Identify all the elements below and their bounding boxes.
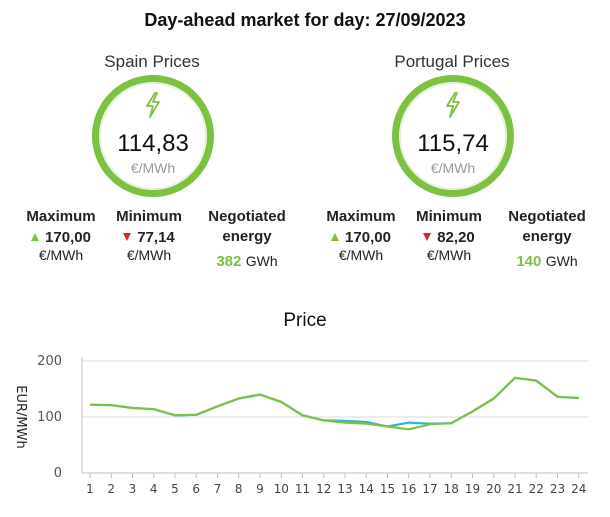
price-chart-panel: 0 100 200 1 2 3 4 5 6 7 8 9 10 11 12 13 14 15 16 17 18 19 20 21… — [0, 300, 610, 517]
y-tick-label: 200 — [37, 354, 62, 369]
x-tick-label: 5 — [171, 482, 179, 496]
up-arrow-icon — [31, 233, 40, 241]
spain-price-value: 114,83 — [117, 130, 189, 157]
lightning-bolt-icon — [446, 92, 460, 118]
lightning-bolt-icon — [146, 92, 160, 118]
x-tick-label: 17 — [422, 482, 437, 496]
x-tick-label: 7 — [214, 482, 222, 496]
x-tick-label: 18 — [444, 482, 459, 496]
maximum-label: Maximum — [326, 208, 396, 225]
portugal-maximum-unit: €/MWh — [338, 247, 384, 263]
portugal-price-unit: €/MWh — [430, 160, 476, 176]
portugal-price-gauge: 115,74 €/MWh — [392, 75, 514, 197]
spain-negotiated-value: 382 — [216, 253, 242, 270]
x-tick-label: 15 — [380, 482, 395, 496]
x-tick-label: 21 — [507, 482, 522, 496]
portugal-minimum: Minimum 82,20 €/MWh — [396, 207, 502, 264]
portugal-minimum-value: 82,20 — [437, 229, 475, 246]
x-tick-label: 12 — [316, 482, 331, 496]
spain-maximum: Maximum 170,00 €/MWh — [8, 207, 114, 264]
spain-maximum-value: 170,00 — [45, 229, 91, 246]
maximum-label: Maximum — [26, 208, 96, 225]
x-tick-label: 3 — [129, 482, 137, 496]
portugal-prices-title: Portugal Prices — [394, 52, 510, 71]
down-arrow-icon — [423, 233, 432, 241]
spain-negotiated-energy: Negotiated energy 382 GWh — [194, 207, 300, 272]
spain-prices-title: Spain Prices — [104, 52, 200, 71]
y-axis-label: EUR/MWh — [13, 385, 28, 448]
x-tick-label: 20 — [486, 482, 501, 496]
portugal-minimum-unit: €/MWh — [426, 247, 472, 263]
x-tick-label: 1 — [86, 482, 94, 496]
spain-price-gauge: 114,83 €/MWh — [92, 75, 214, 197]
portugal-negotiated-energy: Negotiated energy 140 GWh — [494, 207, 600, 272]
x-tick-label: 4 — [150, 482, 158, 496]
portugal-maximum: Maximum 170,00 €/MWh — [308, 207, 414, 264]
spain-maximum-unit: €/MWh — [38, 247, 84, 263]
x-tick-label: 10 — [274, 482, 289, 496]
spain-minimum-value: 77,14 — [137, 229, 175, 246]
up-arrow-icon — [331, 233, 340, 241]
page-title: Day-ahead market for day: 27/09/2023 — [144, 10, 466, 30]
x-tick-label: 13 — [337, 482, 352, 496]
negotiated-label: Negotiated — [208, 208, 286, 225]
portugal-maximum-value: 170,00 — [345, 229, 391, 246]
y-tick-label: 0 — [54, 466, 62, 481]
x-tick-label: 9 — [256, 482, 264, 496]
minimum-label: Minimum — [416, 208, 482, 225]
x-tick-label: 6 — [192, 482, 200, 496]
spain-price-unit: €/MWh — [130, 160, 176, 176]
portugal-negotiated-unit: GWh — [545, 253, 578, 269]
series-line-2 — [89, 376, 579, 431]
portugal-price-value: 115,74 — [417, 130, 489, 157]
energy-label: energy — [522, 228, 572, 245]
energy-label: energy — [222, 228, 272, 245]
down-arrow-icon — [123, 233, 132, 241]
spain-minimum: Minimum 77,14 €/MWh — [96, 207, 202, 264]
series-line-1 — [89, 376, 579, 428]
x-tick-label: 11 — [295, 482, 310, 496]
y-tick-label: 100 — [37, 410, 62, 425]
negotiated-label: Negotiated — [508, 208, 586, 225]
x-tick-label: 8 — [235, 482, 243, 496]
x-tick-label: 24 — [571, 482, 586, 496]
x-tick-label: 14 — [359, 482, 374, 496]
x-tick-label: 19 — [465, 482, 480, 496]
x-tick-label: 16 — [401, 482, 416, 496]
x-tick-label: 2 — [107, 482, 115, 496]
minimum-label: Minimum — [116, 208, 182, 225]
portugal-negotiated-value: 140 — [516, 253, 542, 270]
spain-minimum-unit: €/MWh — [126, 247, 172, 263]
spain-negotiated-unit: GWh — [245, 253, 278, 269]
x-tick-label: 22 — [529, 482, 544, 496]
chart-title: Price — [283, 310, 327, 331]
x-tick-label: 23 — [550, 482, 565, 496]
